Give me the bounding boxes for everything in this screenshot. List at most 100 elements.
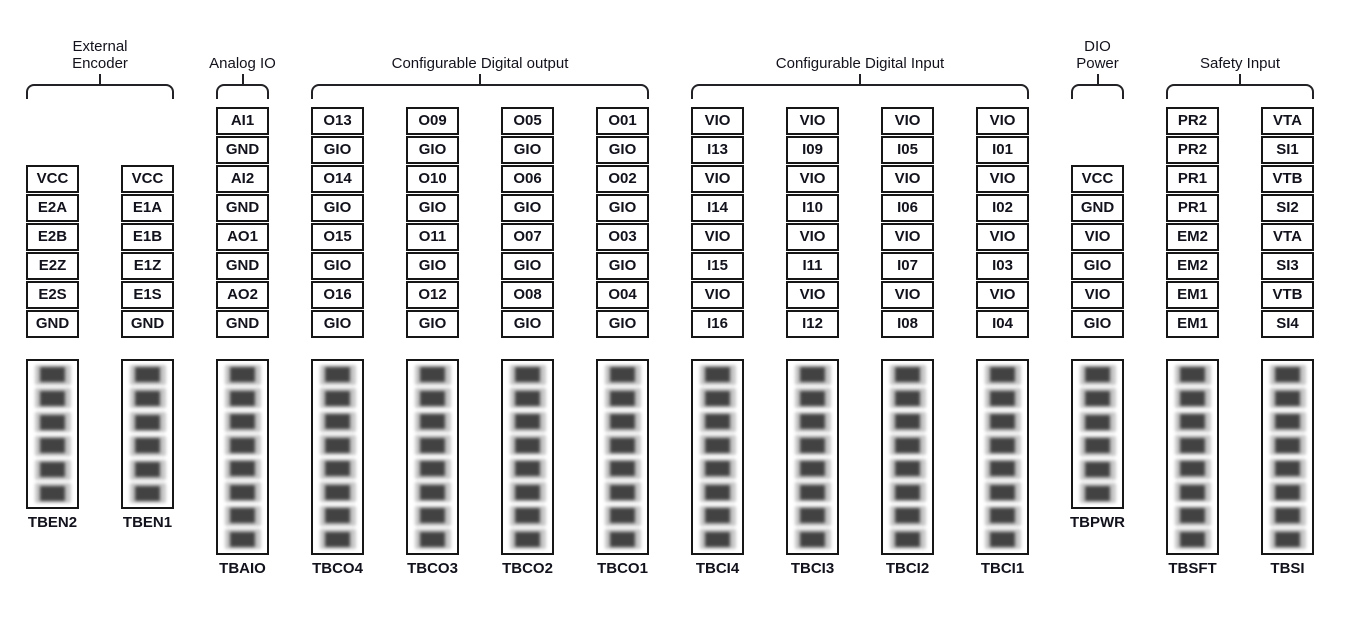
pin-label-cell: VIO (881, 107, 934, 135)
terminal-pin-contact (705, 508, 730, 524)
terminal-pin (509, 458, 546, 479)
terminal-block-tbci3 (786, 359, 839, 555)
terminal-pin-contact (325, 508, 350, 524)
terminal-pin (794, 458, 831, 479)
pin-label-cell: GIO (406, 310, 459, 338)
terminal-column-tbco3: O09 GIO O10 GIO O11 GIO O12 GIO TBCO3 (406, 107, 459, 577)
pin-label-cell: E2Z (26, 252, 79, 280)
pin-label-column: VIO I05 VIO I06 VIO I07 VIO I08 (881, 107, 934, 338)
terminal-pin-contact (40, 367, 65, 383)
connector-label: TBAIO (219, 560, 266, 577)
terminal-pin-contact (135, 462, 160, 478)
terminal-pin (984, 458, 1021, 479)
terminal-pin (984, 505, 1021, 526)
connector-label: TBSFT (1168, 560, 1217, 577)
terminal-pin (984, 388, 1021, 409)
terminal-pin-contact (895, 367, 920, 383)
terminal-block-tbci4 (691, 359, 744, 555)
pin-label-cell: E1Z (121, 252, 174, 280)
group-title-line: Encoder (72, 55, 128, 72)
terminal-block-tbci1 (976, 359, 1029, 555)
pin-label-cell: VIO (1071, 223, 1124, 251)
group-configurable-digital-output: Configurable Digital output O13 GIO O14 GIO O… (311, 55, 649, 577)
pin-label-cell: VIO (786, 107, 839, 135)
terminal-pin-contact (705, 484, 730, 500)
terminal-pin-contact (1180, 437, 1205, 453)
terminal-pin-contact (230, 484, 255, 500)
terminal-pin-contact (515, 508, 540, 524)
terminal-pin-contact (1180, 531, 1205, 547)
terminal-pin-contact (1180, 390, 1205, 406)
connector-label: TBPWR (1070, 514, 1125, 531)
terminal-pin-contact (515, 461, 540, 477)
pin-label-cell: I07 (881, 252, 934, 280)
terminal-pin (1174, 505, 1211, 526)
terminal-pin (224, 482, 261, 503)
terminal-pin (1174, 411, 1211, 432)
terminal-pin (1174, 458, 1211, 479)
pin-label-cell: VIO (691, 165, 744, 193)
terminal-pin (129, 483, 166, 504)
terminal-pin (889, 435, 926, 456)
terminal-pin-contact (515, 531, 540, 547)
terminal-pin-contact (800, 390, 825, 406)
pin-label-cell: VTB (1261, 165, 1314, 193)
terminal-pin (319, 435, 356, 456)
terminal-pin (1079, 459, 1116, 480)
terminal-pin (1269, 529, 1306, 550)
terminal-pin (604, 482, 641, 503)
terminal-pin (984, 364, 1021, 385)
pin-label-cell: VIO (976, 281, 1029, 309)
terminal-pin-contact (230, 414, 255, 430)
connector-label: TBCI4 (695, 560, 740, 577)
terminal-block-tbco4 (311, 359, 364, 555)
terminal-pin (1269, 458, 1306, 479)
terminal-pin (889, 529, 926, 550)
pin-label-cell: EM2 (1166, 223, 1219, 251)
terminal-pin-contact (40, 390, 65, 406)
pin-label-column: O09 GIO O10 GIO O11 GIO O12 GIO (406, 107, 459, 338)
terminal-pin (889, 458, 926, 479)
terminal-pin (699, 364, 736, 385)
terminal-pin-contact (610, 414, 635, 430)
terminal-columns: PR2 PR2 PR1 PR1 EM2 EM2 EM1 EM1 TBSFT VTA SI1 VTB SI… (1166, 107, 1314, 577)
terminal-column-tbpwr: VCC GND VIO GIO VIO GIO TBPWR (1070, 107, 1125, 531)
pin-label-cell: SI3 (1261, 252, 1314, 280)
terminal-pin-contact (800, 367, 825, 383)
group-external-encoder: External Encoder VCC E2A E2B E2Z E2S GND TBEN2 VC… (26, 38, 174, 531)
connector-label: TBCI2 (885, 560, 930, 577)
pin-label-cell: O15 (311, 223, 364, 251)
terminal-pin (509, 482, 546, 503)
pin-label-cell: GIO (311, 310, 364, 338)
terminal-pin (1269, 435, 1306, 456)
terminal-pin-contact (420, 508, 445, 524)
terminal-pin (1079, 364, 1116, 385)
terminal-pin (1269, 388, 1306, 409)
terminal-pin-contact (705, 367, 730, 383)
terminal-pin (984, 435, 1021, 456)
terminal-pin-contact (1180, 414, 1205, 430)
terminal-pin-contact (420, 367, 445, 383)
terminal-pin-contact (895, 531, 920, 547)
pin-label-cell: EM2 (1166, 252, 1219, 280)
pin-label-cell: O14 (311, 165, 364, 193)
terminal-pin (224, 364, 261, 385)
terminal-block-tbco1 (596, 359, 649, 555)
pin-label-cell: SI4 (1261, 310, 1314, 338)
group-title-line: Safety Input (1199, 55, 1281, 72)
terminal-pin-contact (420, 531, 445, 547)
terminal-pin (1174, 364, 1211, 385)
terminal-pin (319, 364, 356, 385)
pin-label-cell: O02 (596, 165, 649, 193)
group-title-line: Analog IO (209, 55, 276, 72)
terminal-pin-contact (515, 437, 540, 453)
terminal-column-tbci1: VIO I01 VIO I02 VIO I03 VIO I04 TBCI1 (976, 107, 1029, 577)
terminal-pin-contact (420, 390, 445, 406)
pin-label-cell: I02 (976, 194, 1029, 222)
pin-label-cell: PR1 (1166, 165, 1219, 193)
terminal-pin-contact (895, 461, 920, 477)
terminal-pin (1269, 411, 1306, 432)
pin-label-cell: I16 (691, 310, 744, 338)
terminal-pin-contact (1275, 531, 1300, 547)
terminal-pin-contact (990, 437, 1015, 453)
